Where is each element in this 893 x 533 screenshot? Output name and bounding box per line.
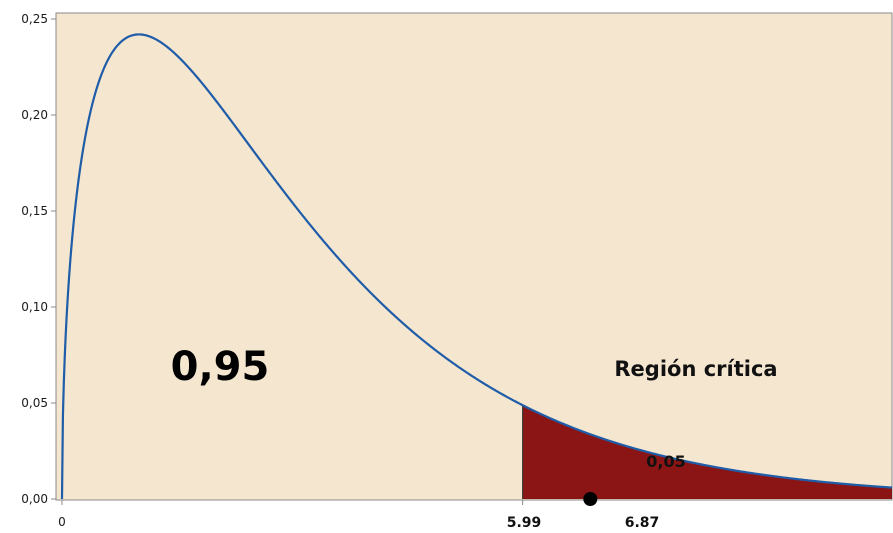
x-tick-label-zero: 0 <box>58 515 66 529</box>
x-axis <box>61 500 591 505</box>
y-tick-label: 0,05 <box>21 396 48 410</box>
y-tick-label: 0,15 <box>21 204 48 218</box>
critical-region-area <box>522 405 892 499</box>
critical-region-label: Región crítica <box>614 357 777 381</box>
density-curve <box>60 33 893 500</box>
y-tick-label: 0,00 <box>21 492 48 506</box>
x-tick-label-critical: 5.99 <box>507 515 542 531</box>
test-statistic-point <box>583 492 598 506</box>
plot-background <box>55 12 893 501</box>
tail-area-label: 0,05 <box>646 452 685 471</box>
y-tick-label: 0,20 <box>21 108 48 122</box>
y-tick-label: 0,25 <box>21 12 48 26</box>
acceptance-area-label: 0,95 <box>171 344 270 390</box>
x-tick-label-statistic: 6.87 <box>625 515 660 531</box>
y-tick-label: 0,10 <box>21 300 48 314</box>
y-axis: 0,00 0,05 0,10 0,15 0,20 0,25 <box>21 12 56 506</box>
